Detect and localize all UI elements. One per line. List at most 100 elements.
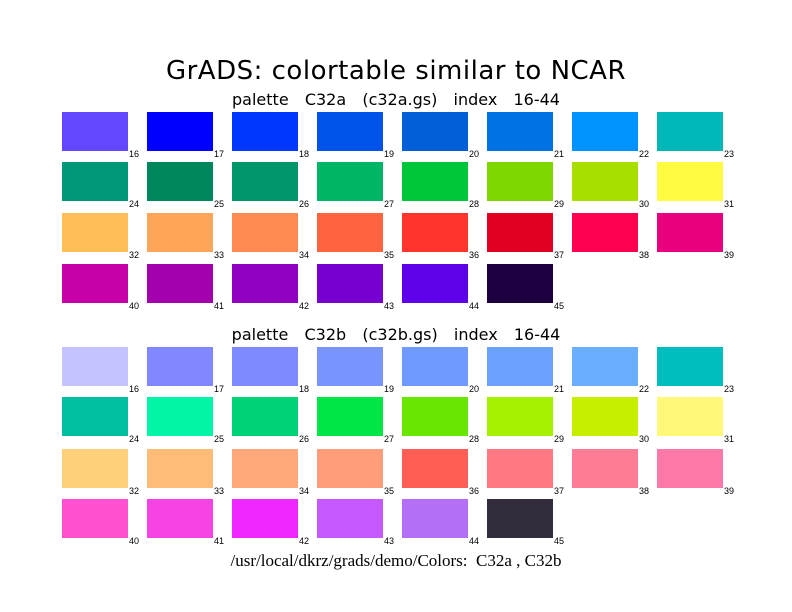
color-swatch: [402, 264, 468, 303]
color-swatch: [402, 347, 468, 386]
swatch-index-label: 17: [214, 149, 225, 159]
swatch-index-label: 34: [299, 250, 310, 260]
color-swatch: [147, 397, 213, 436]
color-swatch: [402, 449, 468, 488]
color-swatch: [147, 112, 213, 151]
swatch-index-label: 23: [724, 149, 735, 159]
swatch-index-label: 42: [299, 536, 310, 546]
color-swatch: [487, 264, 553, 303]
swatch-index-label: 19: [384, 384, 395, 394]
swatch-index-label: 36: [469, 250, 480, 260]
swatch-index-label: 27: [384, 434, 395, 444]
color-swatch: [317, 162, 383, 201]
swatch-index-label: 27: [384, 199, 395, 209]
swatch-index-label: 41: [214, 301, 225, 311]
color-swatch: [147, 449, 213, 488]
figure-title: GrADS: colortable similar to NCAR: [165, 56, 627, 86]
swatch-index-label: 24: [129, 199, 140, 209]
color-swatch: [62, 213, 128, 252]
color-swatch: [657, 347, 723, 386]
color-swatch: [487, 499, 553, 538]
color-swatch: [402, 112, 468, 151]
swatch-index-label: 32: [129, 250, 140, 260]
color-swatch: [572, 112, 638, 151]
color-swatch: [572, 449, 638, 488]
swatch-index-label: 42: [299, 301, 310, 311]
color-swatch: [232, 264, 298, 303]
color-swatch: [317, 264, 383, 303]
color-swatch: [62, 347, 128, 386]
swatch-index-label: 22: [639, 149, 650, 159]
palette-b-subtitle: palette C32b (c32b.gs) index 16-44: [231, 325, 561, 344]
swatch-index-label: 40: [129, 301, 140, 311]
color-swatch: [572, 213, 638, 252]
color-swatch: [572, 347, 638, 386]
swatch-index-label: 16: [129, 384, 140, 394]
color-swatch: [317, 499, 383, 538]
color-swatch: [487, 449, 553, 488]
color-swatch: [572, 397, 638, 436]
swatch-index-label: 38: [639, 486, 650, 496]
color-swatch: [147, 264, 213, 303]
swatch-index-label: 35: [384, 486, 395, 496]
swatch-index-label: 18: [299, 384, 310, 394]
file-path-footer: /usr/local/dkrz/grads/demo/Colors: C32a …: [230, 551, 562, 570]
color-swatch: [317, 397, 383, 436]
swatch-index-label: 20: [469, 149, 480, 159]
color-swatch: [232, 499, 298, 538]
color-swatch: [317, 112, 383, 151]
color-swatch: [487, 397, 553, 436]
swatch-index-label: 29: [554, 199, 565, 209]
color-swatch: [232, 347, 298, 386]
color-swatch: [572, 162, 638, 201]
swatch-index-label: 40: [129, 536, 140, 546]
swatch-index-label: 30: [639, 199, 650, 209]
swatch-index-label: 31: [724, 199, 735, 209]
color-swatch: [62, 162, 128, 201]
color-swatch: [62, 397, 128, 436]
swatch-index-label: 31: [724, 434, 735, 444]
swatch-index-label: 21: [554, 384, 565, 394]
color-swatch: [657, 397, 723, 436]
swatch-index-label: 33: [214, 486, 225, 496]
color-swatch: [487, 112, 553, 151]
swatch-index-label: 33: [214, 250, 225, 260]
swatch-index-label: 29: [554, 434, 565, 444]
swatch-index-label: 45: [554, 301, 565, 311]
swatch-index-label: 41: [214, 536, 225, 546]
swatch-index-label: 30: [639, 434, 650, 444]
swatch-index-label: 34: [299, 486, 310, 496]
color-swatch: [657, 213, 723, 252]
palette-a-subtitle: palette C32a (c32a.gs) index 16-44: [232, 90, 560, 109]
swatch-index-label: 18: [299, 149, 310, 159]
swatch-index-label: 45: [554, 536, 565, 546]
swatch-index-label: 26: [299, 199, 310, 209]
color-swatch: [402, 397, 468, 436]
swatch-index-label: 38: [639, 250, 650, 260]
swatch-index-label: 32: [129, 486, 140, 496]
swatch-index-label: 23: [724, 384, 735, 394]
swatch-index-label: 20: [469, 384, 480, 394]
color-swatch: [317, 347, 383, 386]
color-swatch: [317, 213, 383, 252]
color-swatch: [317, 449, 383, 488]
color-swatch: [232, 162, 298, 201]
color-swatch: [402, 499, 468, 538]
swatch-index-label: 35: [384, 250, 395, 260]
color-swatch: [232, 449, 298, 488]
swatch-index-label: 39: [724, 486, 735, 496]
color-swatch: [487, 162, 553, 201]
swatch-index-label: 16: [129, 149, 140, 159]
swatch-index-label: 26: [299, 434, 310, 444]
swatch-index-label: 22: [639, 384, 650, 394]
swatch-index-label: 21: [554, 149, 565, 159]
swatch-index-label: 43: [384, 536, 395, 546]
swatch-index-label: 25: [214, 199, 225, 209]
swatch-index-label: 28: [469, 434, 480, 444]
color-swatch: [147, 347, 213, 386]
swatch-index-label: 19: [384, 149, 395, 159]
swatch-index-label: 39: [724, 250, 735, 260]
color-swatch: [487, 213, 553, 252]
